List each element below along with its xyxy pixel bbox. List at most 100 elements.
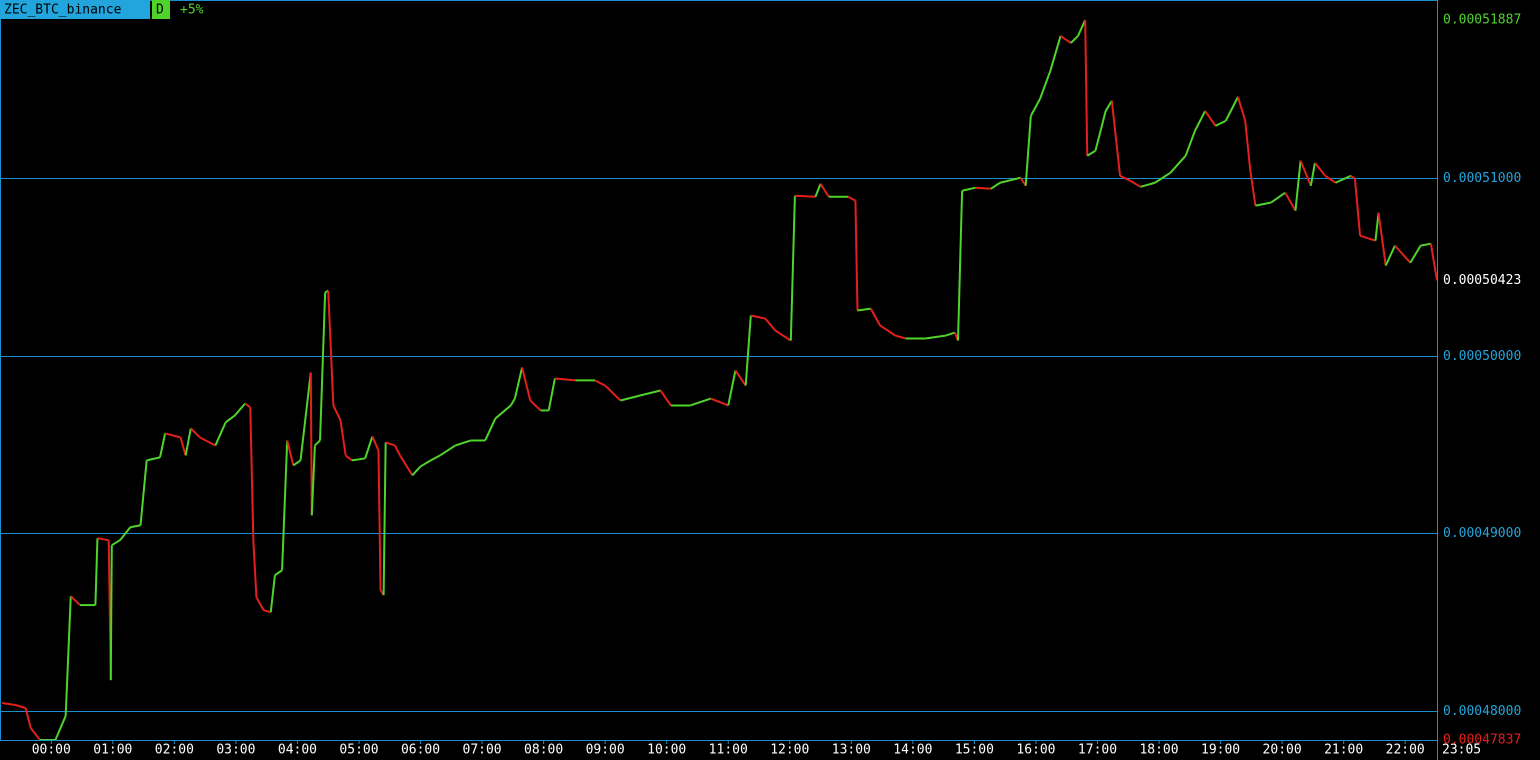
price-segment <box>310 445 316 516</box>
price-segment <box>70 595 81 606</box>
price-segment <box>234 402 246 417</box>
x-tick-label: 12:00 <box>770 743 809 758</box>
y-tick-label: 0.00051000 <box>1443 171 1521 186</box>
price-segment <box>319 292 327 441</box>
interval-box <box>152 0 170 19</box>
price-segment <box>15 704 26 709</box>
x-tick-label: 21:00 <box>1324 743 1363 758</box>
price-segment <box>1374 212 1380 241</box>
price-segment <box>1086 149 1096 157</box>
price-segment <box>1409 245 1422 264</box>
price-segment <box>1244 120 1252 171</box>
price-segment <box>1070 35 1079 44</box>
price-segment <box>109 545 113 681</box>
price-segment <box>130 524 141 529</box>
price-segment <box>24 707 32 729</box>
price-segment <box>455 439 472 447</box>
grid <box>0 178 1437 712</box>
price-segment <box>1215 119 1227 127</box>
interval: D <box>156 3 164 18</box>
price-segment <box>1353 178 1362 236</box>
price-segment <box>521 367 532 401</box>
x-tick-label: 05:00 <box>339 743 378 758</box>
price-segment <box>1249 170 1257 206</box>
price-segment <box>309 372 313 516</box>
price-segment <box>957 190 964 341</box>
price-segment <box>869 308 881 326</box>
price-segment <box>1384 245 1396 266</box>
price-segment <box>439 444 456 457</box>
price-segment <box>689 397 712 407</box>
price-segment <box>620 394 641 402</box>
price-segment <box>164 432 181 439</box>
price-segment <box>1377 212 1387 266</box>
price-line <box>1 19 1438 741</box>
x-tick-label: 20:00 <box>1263 743 1302 758</box>
price-segment <box>54 715 67 741</box>
price-segment <box>159 433 167 458</box>
price-segment <box>554 377 576 382</box>
price-segment <box>64 596 72 717</box>
x-tick-label: 06:00 <box>401 743 440 758</box>
price-segment <box>494 404 512 420</box>
price-segment <box>710 397 729 407</box>
price-segment <box>1350 174 1356 180</box>
price-segment <box>1154 171 1171 184</box>
price-segment <box>1335 174 1352 184</box>
price-segment <box>1024 115 1032 186</box>
price-segment <box>1049 35 1062 72</box>
price-segment <box>1129 179 1142 188</box>
price-segment <box>1255 201 1272 207</box>
price-segment <box>857 307 871 312</box>
price-segment <box>1029 98 1041 117</box>
x-tick-label: 11:00 <box>709 743 748 758</box>
x-tick-label: 02:00 <box>155 743 194 758</box>
price-segment <box>345 454 353 462</box>
price-segment <box>179 437 187 456</box>
price-segment <box>1394 244 1412 264</box>
price-label: 0.00051887 <box>1443 13 1521 28</box>
price-segment <box>364 436 374 459</box>
price-segment <box>1299 160 1312 187</box>
price-segment <box>286 440 295 466</box>
price-segment <box>847 195 856 202</box>
x-tick-label: 19:00 <box>1201 743 1240 758</box>
x-tick-label: 15:00 <box>955 743 994 758</box>
x-tick-label: 07:00 <box>463 743 502 758</box>
price-segment <box>1324 174 1337 184</box>
price-segment <box>547 378 556 411</box>
price-segment <box>244 402 251 409</box>
price-segment <box>750 314 766 320</box>
x-axis: 00:00 01:00 02:00 03:00 04:00 05:00 06:00 07:00… <box>32 740 1425 758</box>
price-segment <box>1314 162 1326 177</box>
price-segment <box>269 575 276 613</box>
price-segment <box>774 329 792 342</box>
price-segment <box>385 441 396 447</box>
price-segment <box>225 414 236 424</box>
price-segment <box>744 315 752 386</box>
price-segment <box>351 457 366 462</box>
price-segment <box>854 200 859 311</box>
price-segment <box>255 596 265 611</box>
y-tick-label: 0.00048000 <box>1443 704 1521 719</box>
price-segment <box>430 454 441 462</box>
price-segment <box>990 181 1001 190</box>
price-segment <box>299 372 312 461</box>
price-segment <box>314 439 321 447</box>
price-segment <box>975 186 991 190</box>
price-segment <box>139 460 148 526</box>
x-tick-label: 10:00 <box>647 743 686 758</box>
price-segment <box>1119 174 1131 182</box>
price-label: 0.00047837 <box>1443 733 1521 748</box>
price-segment <box>1270 191 1286 204</box>
price-segment <box>639 389 661 397</box>
price-segment <box>529 399 542 412</box>
price-segment <box>1140 181 1156 188</box>
price-segment <box>1359 234 1376 242</box>
price-segment <box>199 436 216 447</box>
price-segment <box>1284 192 1297 212</box>
chart-title: ZEC_BTC_binance <box>4 3 122 18</box>
y-tick-label: 0.00050000 <box>1443 349 1521 364</box>
price-segment <box>945 331 956 337</box>
